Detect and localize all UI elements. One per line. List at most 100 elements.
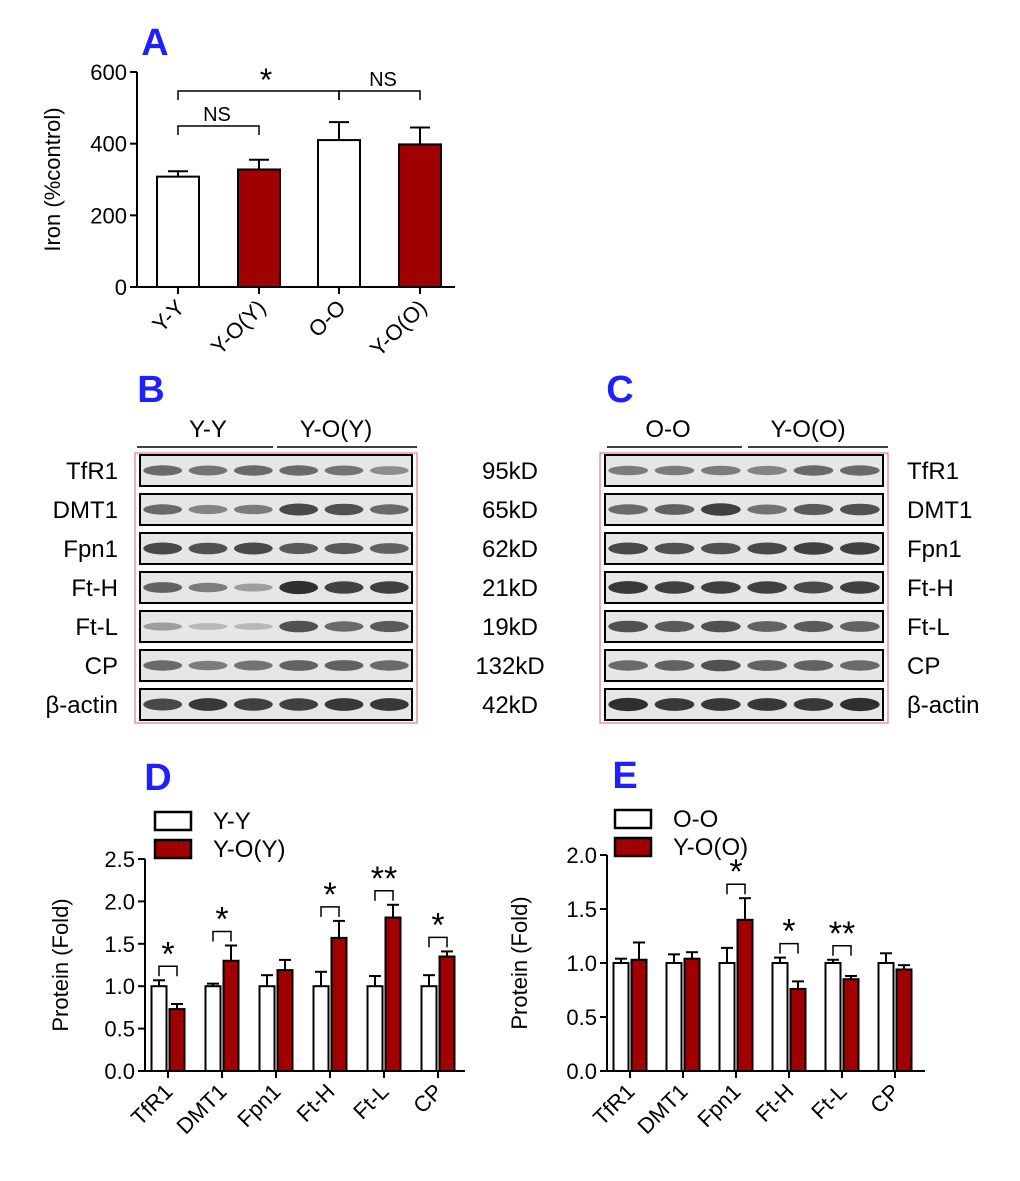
band	[654, 698, 695, 711]
blot-strip	[139, 571, 413, 604]
bar	[156, 175, 200, 288]
x-tick-label: TfR1	[588, 1079, 639, 1130]
x-tick-label: Ft-L	[806, 1079, 851, 1124]
band	[747, 465, 788, 476]
significance-label: **	[371, 860, 397, 898]
band	[839, 621, 880, 632]
band	[608, 504, 649, 515]
band	[143, 504, 183, 515]
blot-strip	[604, 571, 884, 604]
band	[608, 620, 649, 633]
bar	[317, 139, 361, 288]
band	[279, 465, 319, 476]
x-tick-label: O-O	[303, 295, 350, 342]
band	[839, 465, 880, 476]
blot-strip	[139, 532, 413, 565]
group-label: Y-O(Y)	[300, 416, 372, 443]
significance-bracket	[158, 965, 178, 977]
bar	[330, 936, 348, 1073]
band	[233, 660, 273, 671]
y-axis-label: Iron (%control)	[40, 107, 65, 251]
band	[233, 698, 273, 711]
size-label: 62kD	[482, 536, 538, 563]
x-tick-label: Ft-H	[292, 1079, 340, 1127]
significance-label: *	[782, 913, 795, 951]
band	[793, 581, 834, 594]
bar	[630, 958, 648, 1073]
bar	[168, 1008, 186, 1073]
row-label: DMT1	[53, 497, 118, 524]
x-tick-label: TfR1	[126, 1079, 177, 1130]
band	[188, 465, 228, 476]
panel-label-e: E	[612, 755, 637, 797]
legend-swatch	[613, 808, 653, 830]
bar	[842, 978, 860, 1073]
legend-label: O-O	[673, 806, 718, 833]
significance-label: *	[161, 935, 174, 973]
band	[608, 542, 649, 555]
blot-strip	[139, 688, 413, 721]
band	[654, 660, 695, 671]
size-label: 21kD	[482, 575, 538, 602]
row-label: β-actin	[46, 692, 119, 719]
band	[233, 583, 273, 592]
bar	[789, 987, 807, 1072]
x-tick-label: Y-O(Y)	[206, 295, 271, 360]
y-tick-label: 2.5	[104, 847, 135, 872]
band	[839, 697, 880, 712]
row-label: DMT1	[907, 497, 972, 524]
band	[700, 659, 741, 672]
row-label: CP	[907, 653, 940, 680]
bar	[420, 985, 438, 1073]
band	[654, 581, 695, 594]
band	[747, 621, 788, 632]
bar	[237, 168, 281, 288]
blot-c: O-O Y-O(O) TfR1 DMT1 Fpn1 Ft-H Ft-L CP β-actin	[599, 416, 980, 724]
blot-strip	[139, 610, 413, 643]
y-tick-label: 1.0	[104, 974, 135, 999]
y-tick-label: 0.5	[566, 1005, 597, 1030]
significance-label: *	[260, 62, 272, 98]
x-tick-label: Fpn1	[692, 1079, 745, 1132]
legend-label: Y-O(O)	[673, 834, 748, 861]
band	[793, 503, 834, 516]
band	[279, 503, 319, 516]
band	[324, 503, 364, 516]
bar	[222, 959, 240, 1073]
row-label: TfR1	[66, 458, 118, 485]
band	[369, 620, 409, 633]
band	[369, 543, 409, 554]
band	[700, 581, 741, 594]
band	[608, 697, 649, 712]
y-axis-label: Protein (Fold)	[507, 896, 532, 1029]
bar	[895, 968, 913, 1072]
y-tick-label: 2.0	[104, 889, 135, 914]
bar	[150, 985, 168, 1073]
band	[143, 465, 183, 476]
row-label: β-actin	[907, 692, 980, 719]
bar	[204, 985, 222, 1073]
band	[324, 621, 364, 632]
y-tick-label: 1.0	[566, 951, 597, 976]
y-tick-label: 2.0	[566, 843, 597, 868]
band	[654, 504, 695, 515]
bar	[718, 962, 736, 1072]
bar	[665, 962, 683, 1072]
x-tick-label: Fpn1	[232, 1079, 285, 1132]
significance-bracket	[428, 936, 448, 948]
bar	[398, 143, 442, 288]
band	[143, 698, 183, 711]
band	[839, 581, 880, 594]
band	[188, 698, 228, 711]
x-tick-label: Y-O(O)	[365, 295, 431, 361]
y-tick-label: 600	[90, 60, 127, 85]
bar	[276, 969, 294, 1073]
band	[188, 582, 228, 593]
row-label: TfR1	[907, 458, 959, 485]
bar	[771, 962, 789, 1072]
significance-bracket	[177, 90, 340, 100]
significance-label: NS	[203, 104, 231, 126]
band	[369, 698, 409, 711]
